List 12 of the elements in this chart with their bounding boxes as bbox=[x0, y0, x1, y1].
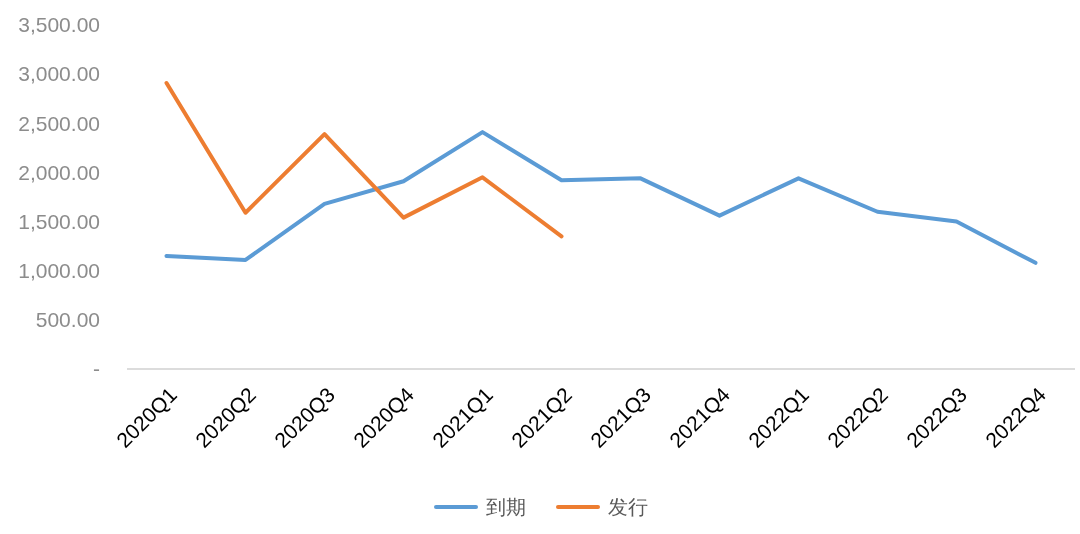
line-series bbox=[164, 130, 1038, 265]
y-tick-label: 3,000.00 bbox=[18, 62, 100, 86]
legend-label: 发行 bbox=[608, 496, 648, 518]
y-tick-label: 1,500.00 bbox=[18, 209, 100, 233]
y-tick-label: 1,000.00 bbox=[18, 258, 100, 282]
y-tick-label: 500.00 bbox=[35, 308, 100, 332]
y-tick-label: 3,500.00 bbox=[18, 13, 100, 37]
y-tick-label: - bbox=[93, 357, 100, 381]
y-tick-label: 2,000.00 bbox=[18, 160, 100, 184]
line-series bbox=[164, 80, 564, 239]
y-tick-label: 2,500.00 bbox=[18, 111, 100, 135]
legend-label: 到期 bbox=[486, 496, 526, 518]
